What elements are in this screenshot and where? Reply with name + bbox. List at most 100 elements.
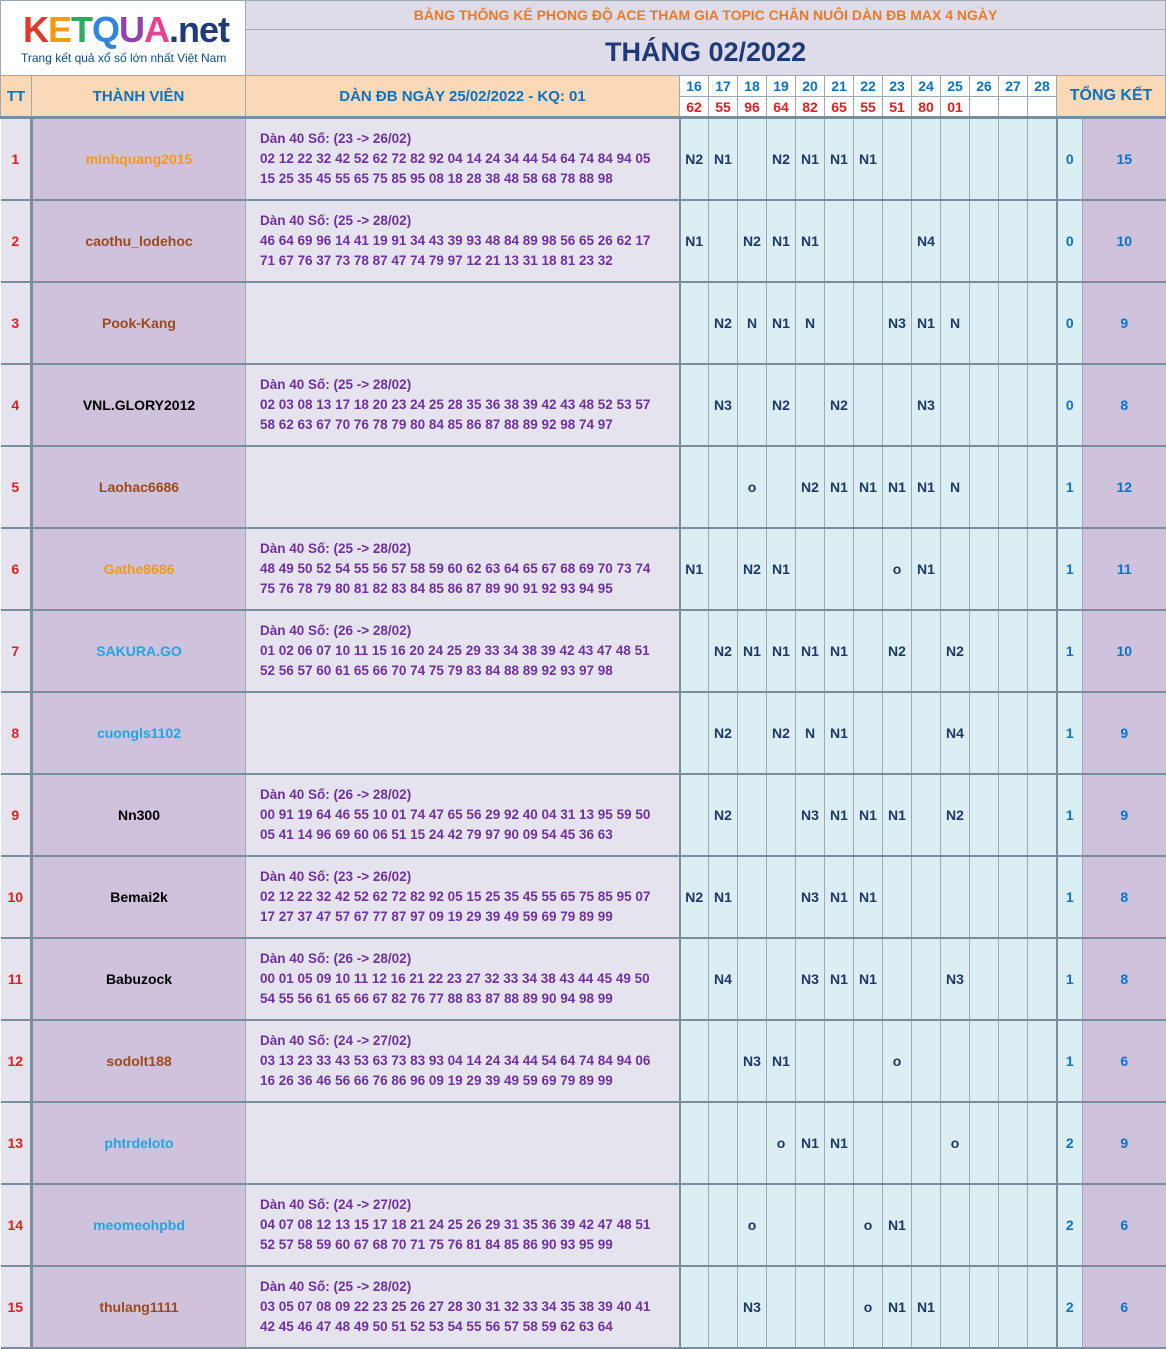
day-mark <box>679 446 709 529</box>
member-dan: Dàn 40 Số: (23 -> 26/02) 02 12 22 32 42 5… <box>245 117 681 201</box>
member-dan <box>245 692 681 775</box>
member-dan: Dàn 40 Số: (26 -> 28/02) 00 91 19 64 46 5… <box>245 774 681 857</box>
total-score: 12 <box>1082 446 1166 529</box>
day-mark <box>882 364 912 447</box>
day-mark <box>882 117 912 201</box>
day-mark <box>853 282 883 365</box>
total-score: 10 <box>1082 610 1166 693</box>
day-mark: N2 <box>708 610 738 693</box>
day-mark: N1 <box>824 938 854 1021</box>
day-mark: N2 <box>766 117 796 201</box>
day-mark: N3 <box>795 856 825 939</box>
day-mark <box>969 774 999 857</box>
day-mark <box>940 1020 970 1103</box>
member-name[interactable]: Gathe8686 <box>31 528 246 611</box>
member-name[interactable]: minhquang2015 <box>31 117 246 201</box>
member-row: 8 cuongls1102 N2 N2 N N1 N4 1 9 <box>0 692 1166 775</box>
dan-numbers: 46 64 69 96 14 41 19 91 34 43 39 93 48 8… <box>260 233 651 248</box>
miss-count: 2 <box>1055 1266 1083 1349</box>
day-mark: N1 <box>853 774 883 857</box>
day-mark <box>824 528 854 611</box>
day-mark <box>737 938 767 1021</box>
member-name[interactable]: thulang1111 <box>31 1266 246 1349</box>
miss-count: 1 <box>1055 774 1083 857</box>
member-name[interactable]: Pook-Kang <box>31 282 246 365</box>
day-mark <box>766 1184 796 1267</box>
day-mark: N1 <box>766 528 796 611</box>
miss-count: 0 <box>1055 200 1083 283</box>
member-name[interactable]: cuongls1102 <box>31 692 246 775</box>
site-logo[interactable]: KETQUA.net <box>23 9 230 50</box>
header-total: TỔNG KẾT <box>1055 75 1166 119</box>
dan-numbers: 42 45 46 47 48 49 50 51 52 53 54 55 56 5… <box>260 1319 613 1334</box>
day-mark <box>940 117 970 201</box>
day-header-26: 26 <box>969 75 999 97</box>
header-tt: TT <box>0 75 32 119</box>
total-score: 6 <box>1082 1184 1166 1267</box>
dan-numbers: 15 25 35 45 55 65 75 85 95 08 18 28 38 4… <box>260 171 613 186</box>
member-name[interactable]: Bemai2k <box>31 856 246 939</box>
day-mark <box>737 364 767 447</box>
day-mark: N1 <box>708 117 738 201</box>
day-mark <box>911 692 941 775</box>
day-mark <box>969 528 999 611</box>
day-mark: o <box>766 1102 796 1185</box>
dan-range: Dàn 40 Số: (26 -> 28/02) <box>260 787 412 802</box>
day-mark: o <box>940 1102 970 1185</box>
day-mark <box>1027 446 1058 529</box>
day-header-28: 28 <box>1027 75 1057 97</box>
day-mark <box>998 774 1028 857</box>
miss-count: 1 <box>1055 610 1083 693</box>
day-mark <box>911 1102 941 1185</box>
day-mark <box>998 446 1028 529</box>
day-header-19: 19 <box>766 75 796 97</box>
day-mark: N1 <box>882 774 912 857</box>
member-name[interactable]: caothu_lodehoc <box>31 200 246 283</box>
day-mark <box>911 610 941 693</box>
day-mark: N <box>795 692 825 775</box>
member-dan: Dàn 40 Số: (25 -> 28/02) 03 05 07 08 09 2… <box>245 1266 681 1349</box>
miss-count: 1 <box>1055 692 1083 775</box>
miss-count: 2 <box>1055 1184 1083 1267</box>
day-mark <box>998 117 1028 201</box>
day-mark: N3 <box>737 1266 767 1349</box>
member-name[interactable]: phtrdeloto <box>31 1102 246 1185</box>
dan-range: Dàn 40 Số: (25 -> 28/02) <box>260 541 412 556</box>
day-mark: o <box>737 1184 767 1267</box>
day-mark <box>969 938 999 1021</box>
day-mark: N1 <box>824 774 854 857</box>
dan-range: Dàn 40 Số: (25 -> 28/02) <box>260 1279 412 1294</box>
day-mark <box>708 1184 738 1267</box>
day-mark <box>969 1266 999 1349</box>
row-number: 8 <box>0 692 33 775</box>
day-mark <box>998 1020 1028 1103</box>
member-name[interactable]: SAKURA.GO <box>31 610 246 693</box>
member-name[interactable]: Nn300 <box>31 774 246 857</box>
day-mark <box>1027 282 1058 365</box>
dan-numbers: 48 49 50 52 54 55 56 57 58 59 60 62 63 6… <box>260 561 651 576</box>
day-mark: N <box>737 282 767 365</box>
day-mark <box>679 692 709 775</box>
total-score: 8 <box>1082 938 1166 1021</box>
day-mark <box>1027 1102 1058 1185</box>
member-name[interactable]: VNL.GLORY2012 <box>31 364 246 447</box>
total-score: 6 <box>1082 1020 1166 1103</box>
total-score: 9 <box>1082 692 1166 775</box>
day-mark <box>940 1266 970 1349</box>
day-mark <box>998 938 1028 1021</box>
member-row: 7 SAKURA.GO Dàn 40 Số: (26 -> 28/02) 01 02 … <box>0 610 1166 693</box>
day-mark <box>940 364 970 447</box>
day-mark <box>824 200 854 283</box>
dan-numbers: 04 07 08 12 13 15 17 18 21 24 25 26 29 3… <box>260 1217 651 1232</box>
member-dan: Dàn 40 Số: (25 -> 28/02) 48 49 50 52 54 5… <box>245 528 681 611</box>
day-mark: N2 <box>940 610 970 693</box>
dan-numbers: 03 13 23 33 43 53 63 73 83 93 04 14 24 3… <box>260 1053 651 1068</box>
member-name[interactable]: Babuzock <box>31 938 246 1021</box>
dan-numbers: 52 56 57 60 61 65 66 70 74 75 79 83 84 8… <box>260 663 613 678</box>
day-mark: N1 <box>795 1102 825 1185</box>
day-mark <box>911 856 941 939</box>
member-name[interactable]: meomeohpbd <box>31 1184 246 1267</box>
month-title: THÁNG 02/2022 <box>244 29 1166 76</box>
member-name[interactable]: Laohac6686 <box>31 446 246 529</box>
member-name[interactable]: sodolt188 <box>31 1020 246 1103</box>
